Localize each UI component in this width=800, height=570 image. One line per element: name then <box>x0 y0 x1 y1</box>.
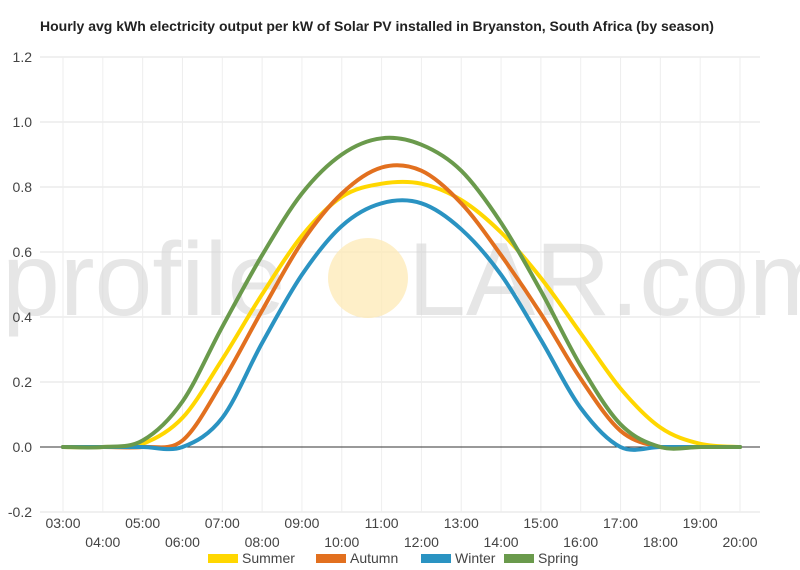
x-tick-label: 09:00 <box>284 515 319 531</box>
y-tick-label: 0.0 <box>13 439 33 455</box>
x-tick-label: 13:00 <box>444 515 479 531</box>
series-line-autumn <box>61 163 742 451</box>
x-tick-label: 08:00 <box>245 534 280 550</box>
x-tick-label: 14:00 <box>484 534 519 550</box>
legend-swatch-summer <box>208 554 238 563</box>
x-tick-label: 16:00 <box>563 534 598 550</box>
legend-label-spring: Spring <box>538 550 578 566</box>
x-tick-label: 11:00 <box>365 515 399 531</box>
legend: Summer Autumn Winter Spring <box>208 550 578 566</box>
y-tick-label: 0.6 <box>13 244 33 260</box>
y-tick-label: 1.0 <box>13 114 33 130</box>
x-tick-label: 03:00 <box>45 515 80 531</box>
grid <box>40 56 760 513</box>
legend-swatch-spring <box>504 554 534 563</box>
series-lines <box>61 135 742 452</box>
watermark-sun <box>328 238 408 318</box>
watermark-text-right: LAR.com <box>408 222 800 338</box>
x-tick-label: 20:00 <box>722 534 757 550</box>
x-tick-label: 04:00 <box>85 534 120 550</box>
x-tick-label: 07:00 <box>205 515 240 531</box>
x-tick-label: 15:00 <box>523 515 558 531</box>
x-tick-label: 06:00 <box>165 534 200 550</box>
x-tick-label: 12:00 <box>404 534 439 550</box>
y-tick-label: 0.2 <box>13 374 33 390</box>
series-line-spring <box>61 135 742 451</box>
x-tick-label: 10:00 <box>324 534 359 550</box>
series-line-winter <box>61 198 742 452</box>
x-tick-label: 18:00 <box>643 534 678 550</box>
watermark-text-left: profile <box>2 222 285 338</box>
watermark: profile O LAR.com <box>2 222 800 338</box>
legend-label-winter: Winter <box>455 550 496 566</box>
x-tick-label: 19:00 <box>683 515 718 531</box>
x-tick-label: 17:00 <box>603 515 638 531</box>
x-tick-label: 05:00 <box>125 515 160 531</box>
y-tick-label: 0.4 <box>13 309 33 325</box>
axes: -0.2 0.0 0.2 0.4 0.6 0.8 1.0 1.2 03:00 04:00 05:00… <box>8 49 760 550</box>
y-tick-label: 1.2 <box>13 49 33 65</box>
series-line-summer <box>61 179 742 450</box>
chart-title: Hourly avg kWh electricity output per kW… <box>40 18 714 34</box>
legend-label-summer: Summer <box>242 550 295 566</box>
legend-swatch-winter <box>421 554 451 563</box>
y-tick-label: -0.2 <box>8 504 32 520</box>
legend-swatch-autumn <box>316 554 346 563</box>
legend-label-autumn: Autumn <box>350 550 398 566</box>
y-tick-label: 0.8 <box>13 179 33 195</box>
